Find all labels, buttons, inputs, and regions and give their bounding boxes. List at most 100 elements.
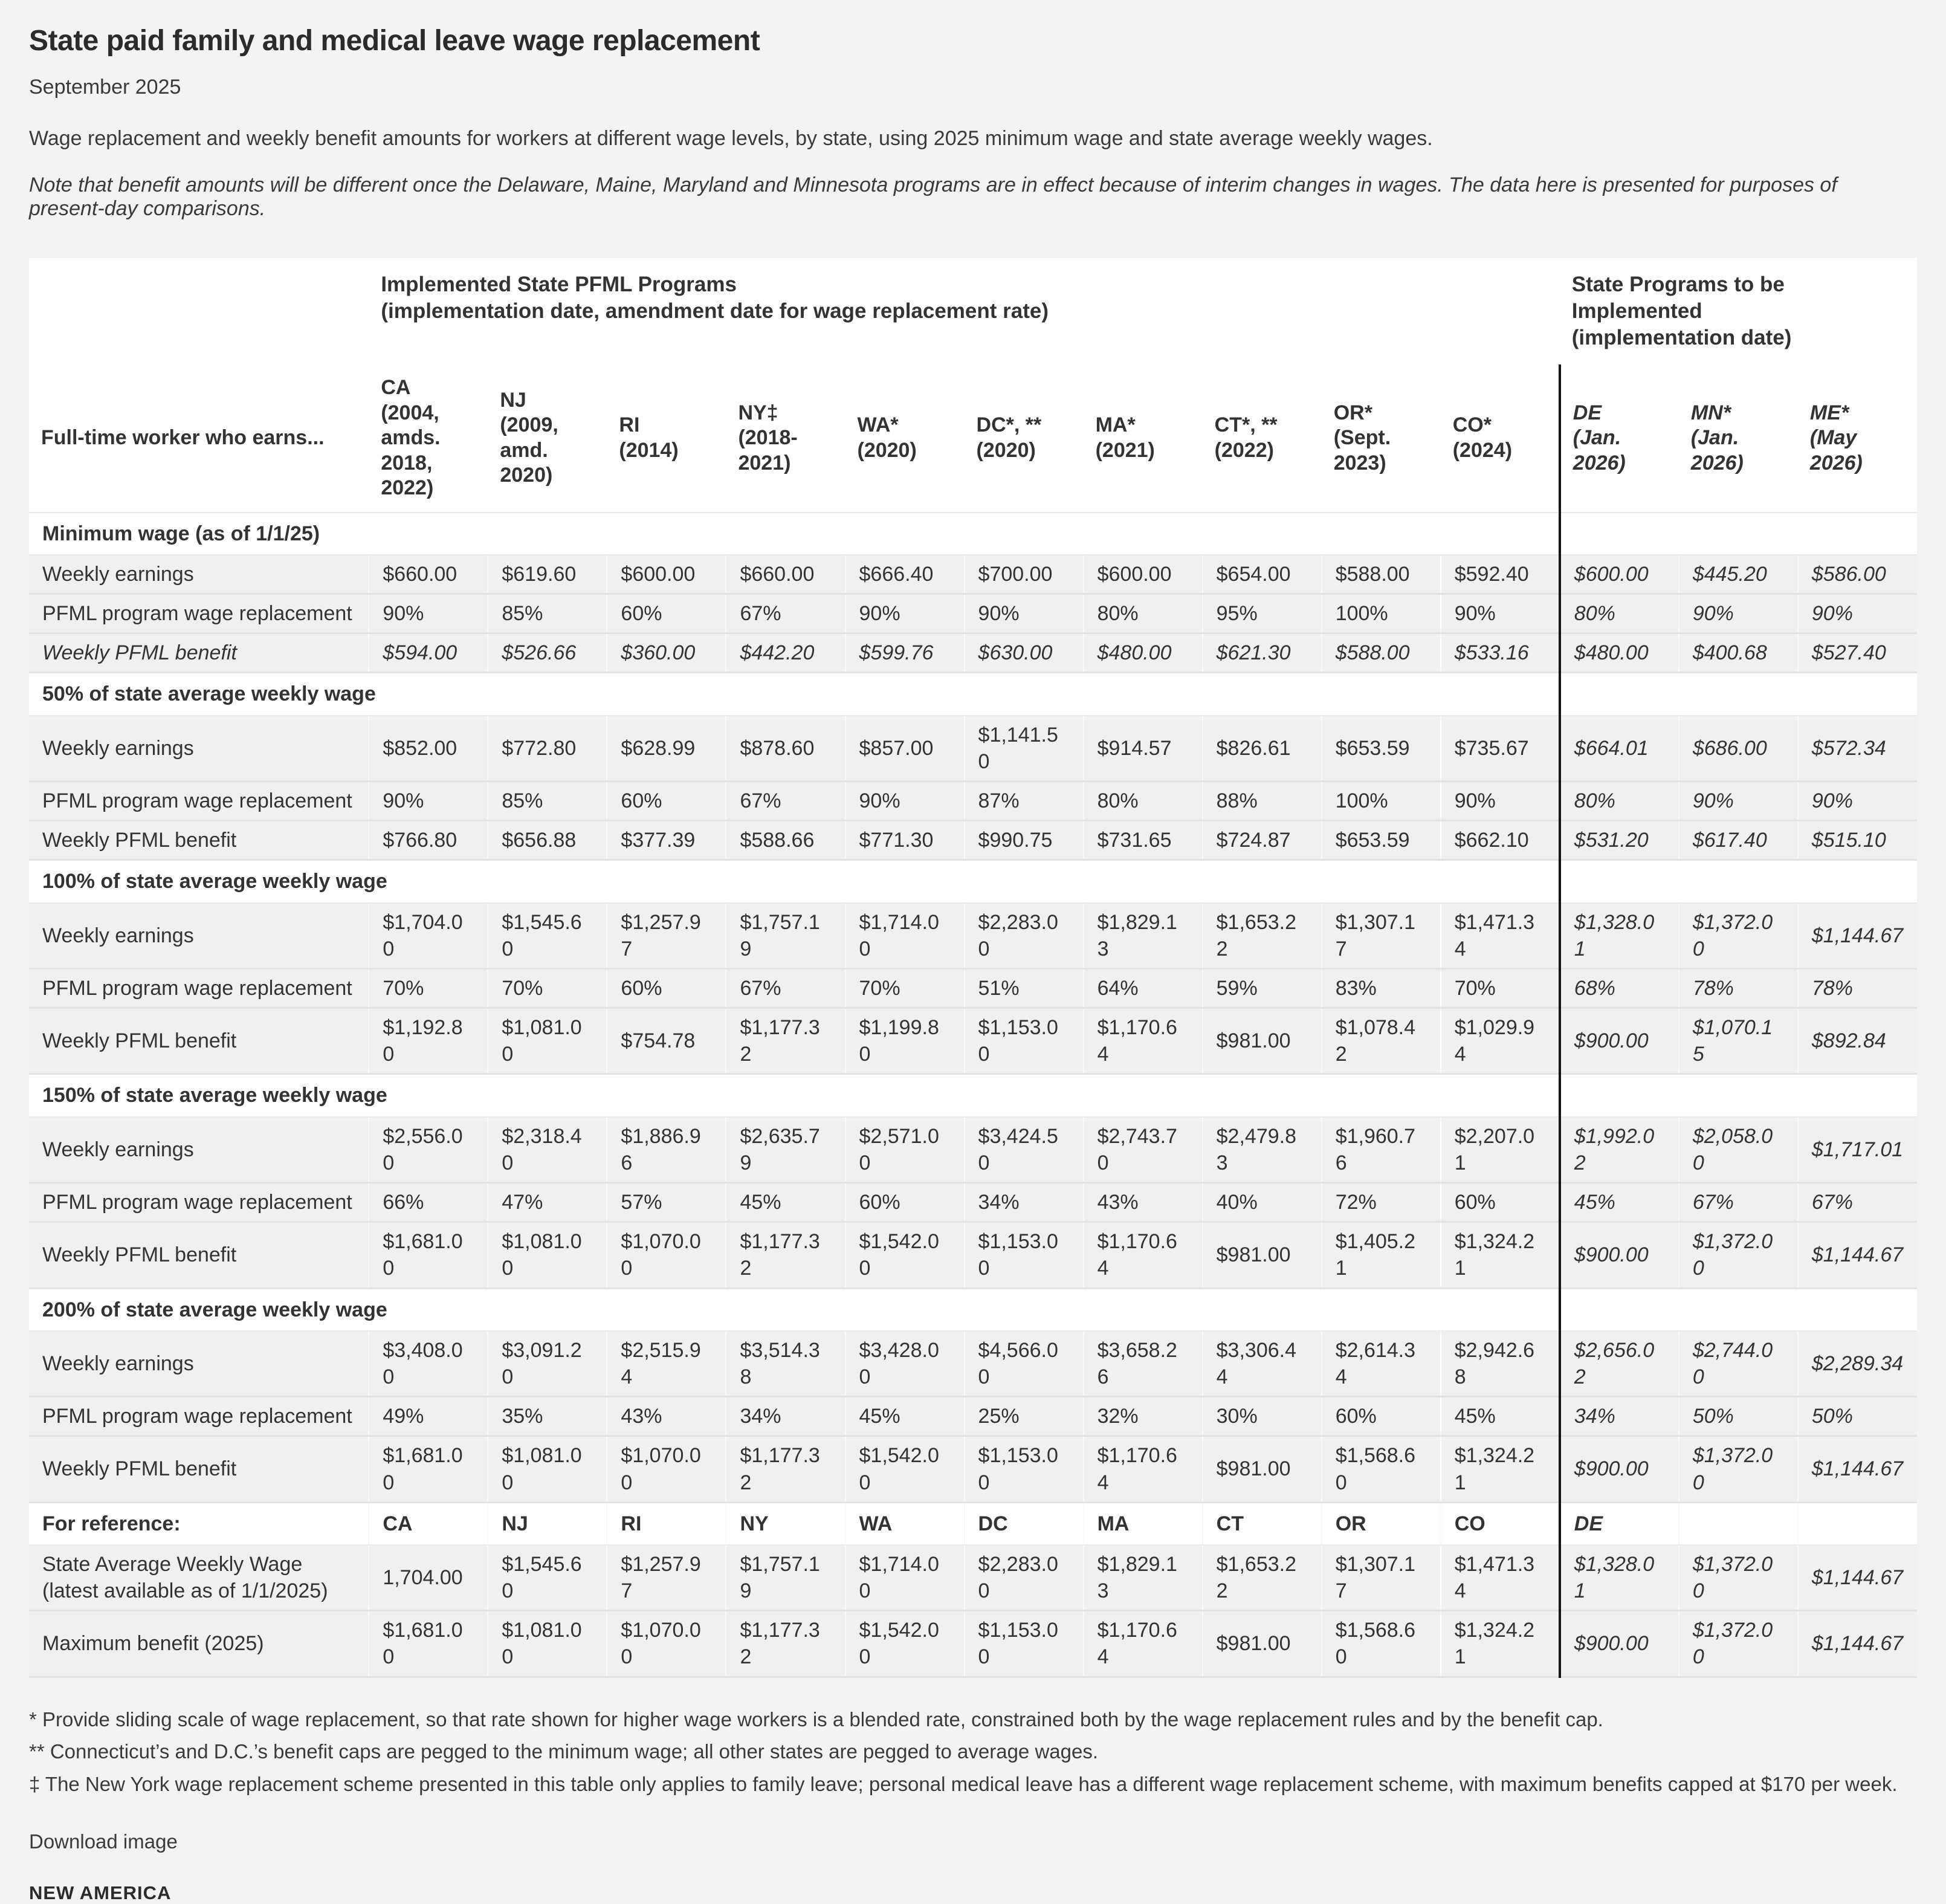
col-header-mn: MN* (Jan. 2026): [1678, 364, 1798, 513]
footnote-new-york: ‡ The New York wage replacement scheme p…: [29, 1772, 1898, 1795]
table-cell: 70%: [488, 968, 608, 1009]
table-cell: $1,307.17: [1321, 1544, 1441, 1612]
section-title: Minimum wage (as of 1/1/25): [29, 512, 1560, 555]
table-cell: $1,545.60: [488, 1544, 608, 1612]
row-label: PFML program wage replacement: [29, 1182, 370, 1223]
table-cell: $2,942.68: [1440, 1330, 1560, 1398]
table-cell: 50%: [1678, 1396, 1799, 1437]
table-cell: 66%: [369, 1182, 489, 1223]
row-label: Weekly earnings: [29, 1116, 370, 1184]
section-fill: [1558, 1073, 1917, 1118]
table-cell: $1,170.64: [1083, 1222, 1203, 1289]
table-cell: 90%: [1678, 781, 1799, 822]
footnotes: * Provide sliding scale of wage replacem…: [29, 1706, 1917, 1798]
row-label: Weekly PFML benefit: [29, 1436, 370, 1503]
table-cell: $3,408.00: [369, 1330, 489, 1398]
table-cell: $1,324.21: [1440, 1222, 1560, 1289]
table-cell: $600.00: [1558, 554, 1679, 595]
table-cell: $1,653.22: [1202, 1544, 1322, 1612]
table-cell: 90%: [369, 781, 489, 822]
table-cell: $1,081.00: [488, 1222, 608, 1289]
table-cell: $1,029.94: [1440, 1008, 1560, 1075]
table-cell: $2,743.70: [1083, 1116, 1203, 1184]
section-row: 200% of state average weekly wage: [29, 1288, 1917, 1332]
table-cell: $2,479.83: [1202, 1116, 1322, 1184]
table-cell: $1,681.00: [369, 1610, 489, 1678]
col-header-ct: CT*, ** (2022): [1202, 364, 1322, 513]
group-header-implemented: Implemented State PFML Programs (impleme…: [369, 258, 1560, 365]
data-row-2-1: PFML program wage replacement 70% 70% 60% 67…: [29, 968, 1917, 1009]
table-cell: $2,556.00: [369, 1116, 489, 1184]
table-cell: $1,714.00: [845, 1544, 965, 1612]
table-cell: $1,081.00: [488, 1436, 608, 1503]
table-cell: 64%: [1083, 968, 1203, 1009]
table-cell: 60%: [1321, 1396, 1441, 1437]
table-cell: 34%: [726, 1396, 846, 1437]
col-header-ny: NY‡ (2018-2021): [726, 364, 845, 513]
state-abbr-cell: [1678, 1502, 1799, 1546]
section-fill: [1558, 860, 1917, 904]
table-cell: $600.00: [607, 554, 727, 595]
download-image-link[interactable]: Download image: [29, 1830, 178, 1853]
table-cell: $3,428.00: [845, 1330, 965, 1398]
table-cell: $1,372.00: [1678, 902, 1799, 970]
table-cell: $594.00: [369, 633, 489, 674]
table-cell: $1,681.00: [369, 1222, 489, 1289]
table-cell: $1,257.97: [607, 902, 727, 970]
table-cell: $686.00: [1678, 715, 1799, 782]
table-cell: 78%: [1797, 968, 1917, 1009]
table-cell: 90%: [964, 594, 1084, 635]
data-row-4-2: Weekly PFML benefit $1,681.00 $1,081.00 $1,…: [29, 1436, 1917, 1503]
data-row-1-2: Weekly PFML benefit $766.80 $656.88 $377.39…: [29, 820, 1917, 861]
table-cell: $2,744.00: [1678, 1330, 1799, 1398]
table-cell: $445.20: [1678, 554, 1799, 595]
row-label: Weekly PFML benefit: [29, 1222, 370, 1289]
table-cell: $664.01: [1558, 715, 1679, 782]
table-cell: $1,757.19: [726, 1544, 846, 1612]
state-abbr-cell: DC: [964, 1502, 1084, 1546]
table-cell: $1,992.02: [1558, 1116, 1679, 1184]
state-abbr-cell: OR: [1321, 1502, 1441, 1546]
section-fill: [1558, 1288, 1917, 1332]
table-cell: 49%: [369, 1396, 489, 1437]
table-cell: $1,144.67: [1797, 1222, 1917, 1289]
table-cell: 100%: [1321, 594, 1441, 635]
col-header-de: DE (Jan. 2026): [1558, 364, 1679, 513]
table-cell: $656.88: [488, 820, 608, 861]
data-row-0-2: Weekly PFML benefit $594.00 $526.66 $360.00…: [29, 633, 1917, 674]
table-cell: $1,192.80: [369, 1008, 489, 1075]
table-cell: 60%: [1440, 1182, 1560, 1223]
table-cell: $3,091.20: [488, 1330, 608, 1398]
table-cell: $2,635.79: [726, 1116, 846, 1184]
row-label: Weekly earnings: [29, 902, 370, 970]
state-abbr-cell: CA: [369, 1502, 489, 1546]
table-cell: 85%: [488, 781, 608, 822]
state-abbr-cell: NJ: [488, 1502, 608, 1546]
table-cell: $4,566.00: [964, 1330, 1084, 1398]
table-cell: 90%: [1797, 781, 1917, 822]
table-cell: $3,424.50: [964, 1116, 1084, 1184]
col-header-or: OR* (Sept. 2023): [1321, 364, 1441, 513]
table-cell: $1,653.22: [1202, 902, 1322, 970]
table-cell: 95%: [1202, 594, 1322, 635]
table-cell: 60%: [607, 781, 727, 822]
table-cell: $1,471.34: [1440, 902, 1560, 970]
column-header-row: Full-time worker who earns... CA (2004, a…: [29, 364, 1917, 513]
table-cell: $981.00: [1202, 1610, 1322, 1678]
table-cell: $892.84: [1797, 1008, 1917, 1075]
col-header-me: ME* (May 2026): [1797, 364, 1917, 513]
table-cell: $662.10: [1440, 820, 1560, 861]
state-abbr-cell: CO: [1440, 1502, 1560, 1546]
table-cell: 43%: [607, 1396, 727, 1437]
table-cell: $1,153.00: [964, 1222, 1084, 1289]
table-cell: $1,153.00: [964, 1436, 1084, 1503]
table-cell: $1,307.17: [1321, 902, 1441, 970]
section-fill: [1558, 512, 1917, 555]
row-label: PFML program wage replacement: [29, 968, 370, 1009]
section-row: 50% of state average weekly wage: [29, 672, 1917, 716]
row-label: Weekly PFML benefit: [29, 633, 370, 674]
table-cell: $852.00: [369, 715, 489, 782]
state-abbr-cell: CT: [1202, 1502, 1322, 1546]
table-cell: $766.80: [369, 820, 489, 861]
table-cell: $3,658.26: [1083, 1330, 1203, 1398]
